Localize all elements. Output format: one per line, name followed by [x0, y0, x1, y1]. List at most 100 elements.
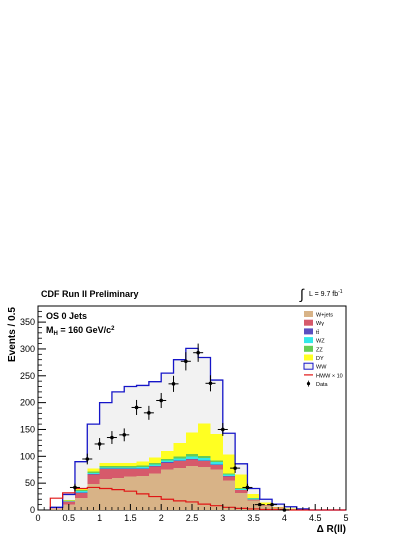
- bar-w-jets-2: [74, 498, 88, 510]
- bar-tt-7: [136, 468, 149, 470]
- bar-wz-7: [136, 467, 149, 469]
- bar-ww-7: [136, 385, 149, 462]
- bar-w-5: [111, 469, 125, 478]
- y-tick-label-1: 50: [25, 478, 35, 488]
- y-tick-label-5: 250: [20, 371, 35, 381]
- mass-unit-exponent: 2: [111, 326, 115, 332]
- bar-dy-6: [124, 462, 137, 466]
- data-point-15: [257, 502, 262, 507]
- bar-dy-11: [185, 432, 199, 455]
- hww-line: [49, 486, 346, 511]
- data-point-5: [134, 405, 139, 410]
- bar-dy-13: [210, 433, 223, 461]
- bar-zz-9: [161, 459, 174, 461]
- lumi-label: L = 9.7 fb-1: [309, 289, 343, 298]
- bar-ww-11: [185, 348, 199, 433]
- data-points: [69, 343, 290, 512]
- bar-w-2: [74, 492, 88, 499]
- legend-label-wz: WZ: [316, 339, 325, 345]
- bar-wz-5: [111, 467, 125, 469]
- bar-ww-15: [235, 463, 248, 475]
- bar-dy-7: [136, 461, 149, 466]
- axes: 0 0.5 1 1.5 2 2.5 3 3.5 4 4.5 50501001502002503003…: [20, 305, 349, 523]
- bar-dy-14: [222, 454, 236, 474]
- bar-w-6: [124, 469, 137, 477]
- mass-subscript: H: [54, 331, 58, 337]
- bar-tt-5: [111, 468, 125, 470]
- legend-label-hww-10: HWW × 10: [316, 373, 343, 379]
- bar-w-jets-13: [210, 469, 223, 510]
- bar-ww-6: [124, 386, 137, 463]
- bar-dy-10: [173, 442, 186, 457]
- bar-w-jets-15: [235, 492, 248, 510]
- lumi-integral-symbol: ∫: [299, 286, 305, 302]
- bar-w-8: [148, 466, 162, 474]
- bar-dy-5: [111, 462, 125, 466]
- legend-swatch-ww: [303, 362, 314, 370]
- bar-ww-5: [111, 391, 125, 463]
- bar-zz-5: [111, 465, 125, 468]
- x-tick-label-10: 5: [343, 513, 348, 523]
- legend-swatch-tt: [304, 328, 313, 335]
- bar-zz-13: [210, 460, 223, 463]
- bar-wz-4: [99, 467, 112, 469]
- data-point-4: [122, 433, 127, 437]
- bar-dy-8: [148, 457, 162, 463]
- bar-tt-14: [222, 476, 236, 477]
- bar-tt-10: [173, 460, 186, 462]
- x-tick-label-4: 2: [159, 513, 164, 523]
- bar-ww-12: [198, 357, 211, 424]
- x-tick-label-5: 2.5: [186, 513, 199, 523]
- y-tick-label-2: 100: [20, 451, 35, 461]
- y-tick-label-3: 150: [20, 424, 35, 434]
- x-tick-label-9: 4.5: [309, 513, 322, 523]
- bar-dy-2: [74, 488, 88, 491]
- data-point-11: [208, 381, 213, 386]
- bar-dy-16: [247, 493, 260, 499]
- mass-value: = 160 GeV/c: [58, 325, 111, 335]
- bar-wz-16: [247, 498, 260, 500]
- bar-wz-9: [161, 460, 174, 463]
- bar-ww-8: [148, 381, 162, 458]
- bar-w-7: [136, 469, 149, 477]
- bar-w-4: [99, 469, 112, 479]
- bar-ww-17: [259, 499, 273, 503]
- bar-w-13: [210, 464, 223, 470]
- data-point-7: [159, 398, 163, 403]
- x-tick-label-7: 3.5: [247, 513, 260, 523]
- bar-wz-11: [185, 456, 199, 459]
- x-tick-label-2: 1: [97, 513, 102, 523]
- bar-w-17: [259, 505, 273, 506]
- legend-label-data: Data: [316, 382, 329, 388]
- bar-ww-2: [74, 461, 88, 489]
- bar-ww-3: [87, 424, 100, 469]
- bar-ww-10: [173, 359, 186, 443]
- bar-w-jets-8: [148, 473, 162, 510]
- bar-zz-12: [198, 455, 211, 458]
- legend-label-dy: DY: [316, 356, 324, 362]
- y-tick-label-4: 200: [20, 398, 35, 408]
- legend-swatch-wz: [304, 337, 313, 344]
- data-point-9: [184, 359, 188, 364]
- bar-w-15: [235, 490, 248, 493]
- annotation-jet-bin: OS 0 Jets: [46, 311, 87, 321]
- bar-tt-3: [87, 474, 100, 475]
- bar-w-3: [87, 474, 100, 485]
- bar-w-14: [222, 476, 236, 481]
- mass-symbol: M: [46, 325, 54, 335]
- figure-header-title: CDF Run II Preliminary: [41, 289, 139, 299]
- x-tick-label-8: 4: [282, 513, 287, 523]
- bar-dy-3: [87, 468, 100, 472]
- bar-zz-7: [136, 465, 149, 468]
- bar-w-jets-3: [87, 484, 100, 510]
- data-point-10: [196, 350, 200, 355]
- legend: W+jets Wγ tt̄ WZ ZZ DY WW HWW × 10 Data: [303, 311, 343, 388]
- bar-w-10: [173, 461, 186, 469]
- bar-wz-6: [124, 467, 137, 469]
- y-axis-title: Events / 0.5: [7, 307, 18, 362]
- legend-label-zz: ZZ: [316, 347, 323, 353]
- bar-zz-8: [148, 462, 162, 465]
- bar-wz-12: [198, 457, 211, 461]
- bar-zz-14: [222, 473, 236, 475]
- bar-w-9: [161, 462, 174, 470]
